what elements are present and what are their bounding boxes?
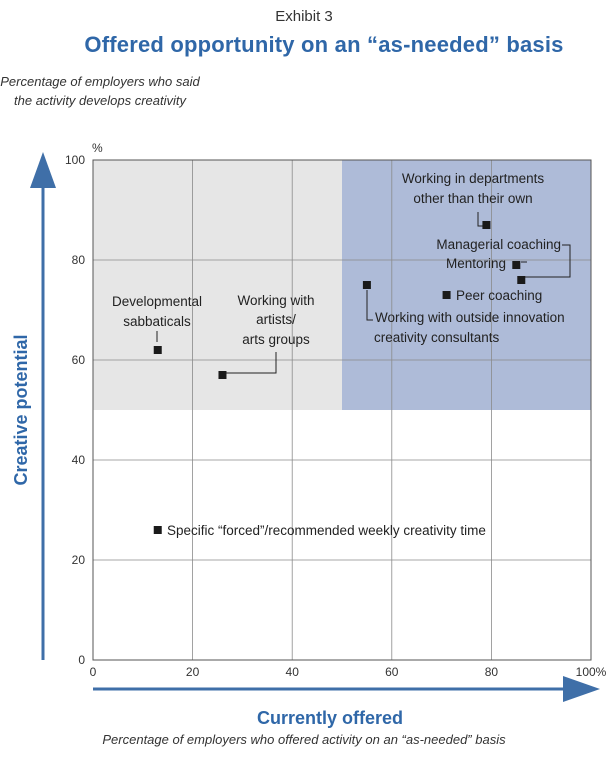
data-point	[218, 371, 227, 379]
label-developmental-sabbaticals-line2: sabbaticals	[123, 314, 191, 329]
tick-labels: 0 20 40 60 80 100% 0 20 40 60 80 100	[65, 153, 607, 679]
data-point	[153, 526, 162, 534]
label-mentoring: Mentoring	[446, 256, 506, 271]
label-outside-innovation-line2: creativity consultants	[374, 330, 500, 345]
exhibit-label: Exhibit 3	[275, 8, 333, 25]
y-tick-label: 0	[78, 653, 85, 667]
label-departments-line2: other than their own	[413, 191, 532, 206]
y-tick-label: 40	[72, 453, 86, 467]
data-point	[482, 221, 491, 229]
label-peer-coaching: Peer coaching	[456, 288, 542, 303]
label-managerial-coaching: Managerial coaching	[436, 237, 561, 252]
x-tick-label: 40	[286, 665, 300, 679]
x-tick-label: 0	[90, 665, 97, 679]
x-tick-label: 80	[485, 665, 499, 679]
chart-regions	[93, 160, 591, 410]
label-artists-line2: artists/	[256, 312, 296, 327]
y-tick-label: 100	[65, 153, 85, 167]
label-departments-line1: Working in departments	[402, 171, 545, 186]
region-0	[93, 160, 342, 410]
label-outside-innovation-line1: Working with outside innovation	[375, 310, 565, 325]
label-artists-line1: Working with	[237, 293, 314, 308]
y-tick-label: 20	[72, 553, 86, 567]
y-axis-note: Percentage of employers who said the act…	[0, 74, 200, 108]
x-tick-label: 20	[186, 665, 200, 679]
x-axis-title: Currently offered	[257, 708, 403, 728]
label-artists-line3: arts groups	[242, 332, 310, 347]
data-point	[442, 291, 451, 299]
leader-lines	[156, 212, 571, 374]
y-axis-arrow-head	[30, 152, 56, 188]
data-point	[153, 346, 162, 354]
x-tick-label: 100%	[576, 665, 607, 679]
x-axis-arrow-head	[563, 676, 600, 702]
y-tick-label: 60	[72, 353, 86, 367]
data-point	[512, 261, 521, 269]
data-points	[153, 221, 526, 534]
data-point	[362, 281, 371, 289]
plot-frame	[92, 159, 592, 661]
label-developmental-sabbaticals-line1: Developmental	[112, 294, 202, 309]
label-forced-time: Specific “forced”/recommended weekly cre…	[167, 523, 486, 538]
region-1	[342, 160, 591, 410]
x-axis-note: Percentage of employers who offered acti…	[102, 732, 506, 747]
y-axis-title: Creative potential	[11, 334, 31, 485]
x-tick-label: 60	[385, 665, 399, 679]
y-tick-label: 80	[72, 253, 86, 267]
y-unit-label: %	[92, 141, 103, 155]
data-point	[517, 276, 526, 284]
chart-title: Offered opportunity on an “as-needed” ba…	[84, 32, 564, 57]
